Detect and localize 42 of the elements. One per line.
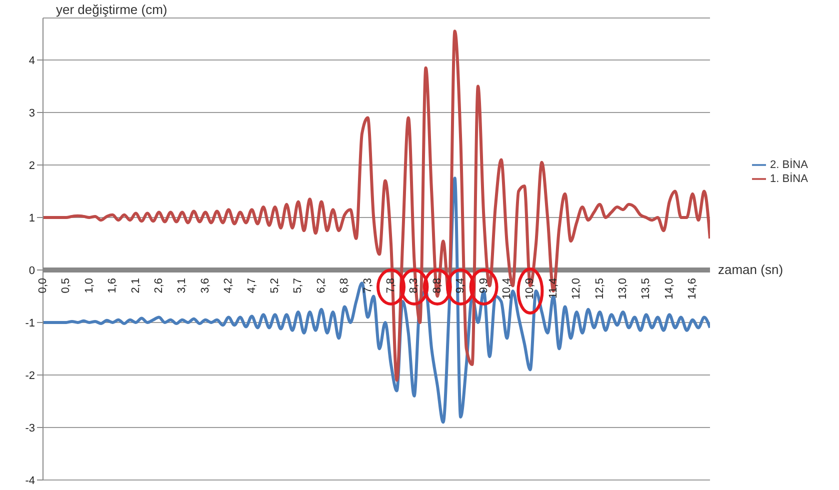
- x-tick-label: 13,5: [640, 278, 652, 300]
- x-tick-label: 8,3: [408, 278, 420, 294]
- x-tick-label: 1,0: [83, 278, 96, 294]
- x-tick-label: 3,1: [176, 278, 188, 294]
- x-tick-label: 0,5: [60, 278, 72, 294]
- x-tick-label: 2,1: [130, 278, 142, 294]
- legend-label: 2. BİNA: [770, 158, 808, 171]
- x-tick-label: 14,6: [686, 278, 699, 300]
- x-tick-label: 13,0: [617, 278, 629, 300]
- y-tick-label: 2: [28, 160, 35, 172]
- legend-label: 1. BİNA: [770, 172, 808, 185]
- y-tick-label: -2: [25, 370, 35, 382]
- x-tick-label: 0,0: [37, 278, 49, 294]
- x-tick-label: 8,8: [431, 278, 444, 294]
- y-tick-label: 0: [28, 264, 35, 277]
- x-tick-label: 2,6: [153, 278, 165, 294]
- x-tick-label: 6,2: [315, 278, 328, 294]
- y-tick-label: -1: [25, 317, 35, 330]
- x-tick-label: 5,7: [292, 278, 304, 294]
- x-tick-label: 4,7: [246, 278, 258, 294]
- x-tick-label: 14,0: [663, 278, 676, 300]
- y-tick-label: -4: [25, 474, 35, 487]
- x-tick-label: 1,6: [106, 278, 119, 294]
- x-tick-label: 3,6: [199, 278, 212, 294]
- y-tick-label: 1: [28, 212, 35, 224]
- y-tick-label: -3: [25, 422, 35, 434]
- x-tick-label: 9,9: [478, 278, 490, 294]
- x-tick-label: 7,3: [362, 278, 374, 294]
- x-tick-label: 9,4: [454, 278, 467, 294]
- y-tick-label: 4: [28, 54, 35, 67]
- x-tick-label: 7,8: [385, 278, 397, 294]
- y-axis-title: yer değiştirme (cm): [56, 2, 168, 17]
- x-tick-label: 12,0: [570, 278, 583, 300]
- x-tick-label: 10,9: [524, 278, 536, 300]
- x-tick-label: 11,4: [547, 278, 560, 299]
- y-tick-label: 3: [28, 107, 35, 120]
- x-tick-label: 4,2: [222, 278, 235, 294]
- x-tick-label: 5,2: [269, 278, 281, 294]
- x-axis-title: zaman (sn): [718, 262, 784, 277]
- x-tick-label: 6,8: [338, 278, 351, 294]
- x-tick-label: 10,4: [501, 278, 513, 300]
- x-tick-label: 12,5: [594, 278, 606, 300]
